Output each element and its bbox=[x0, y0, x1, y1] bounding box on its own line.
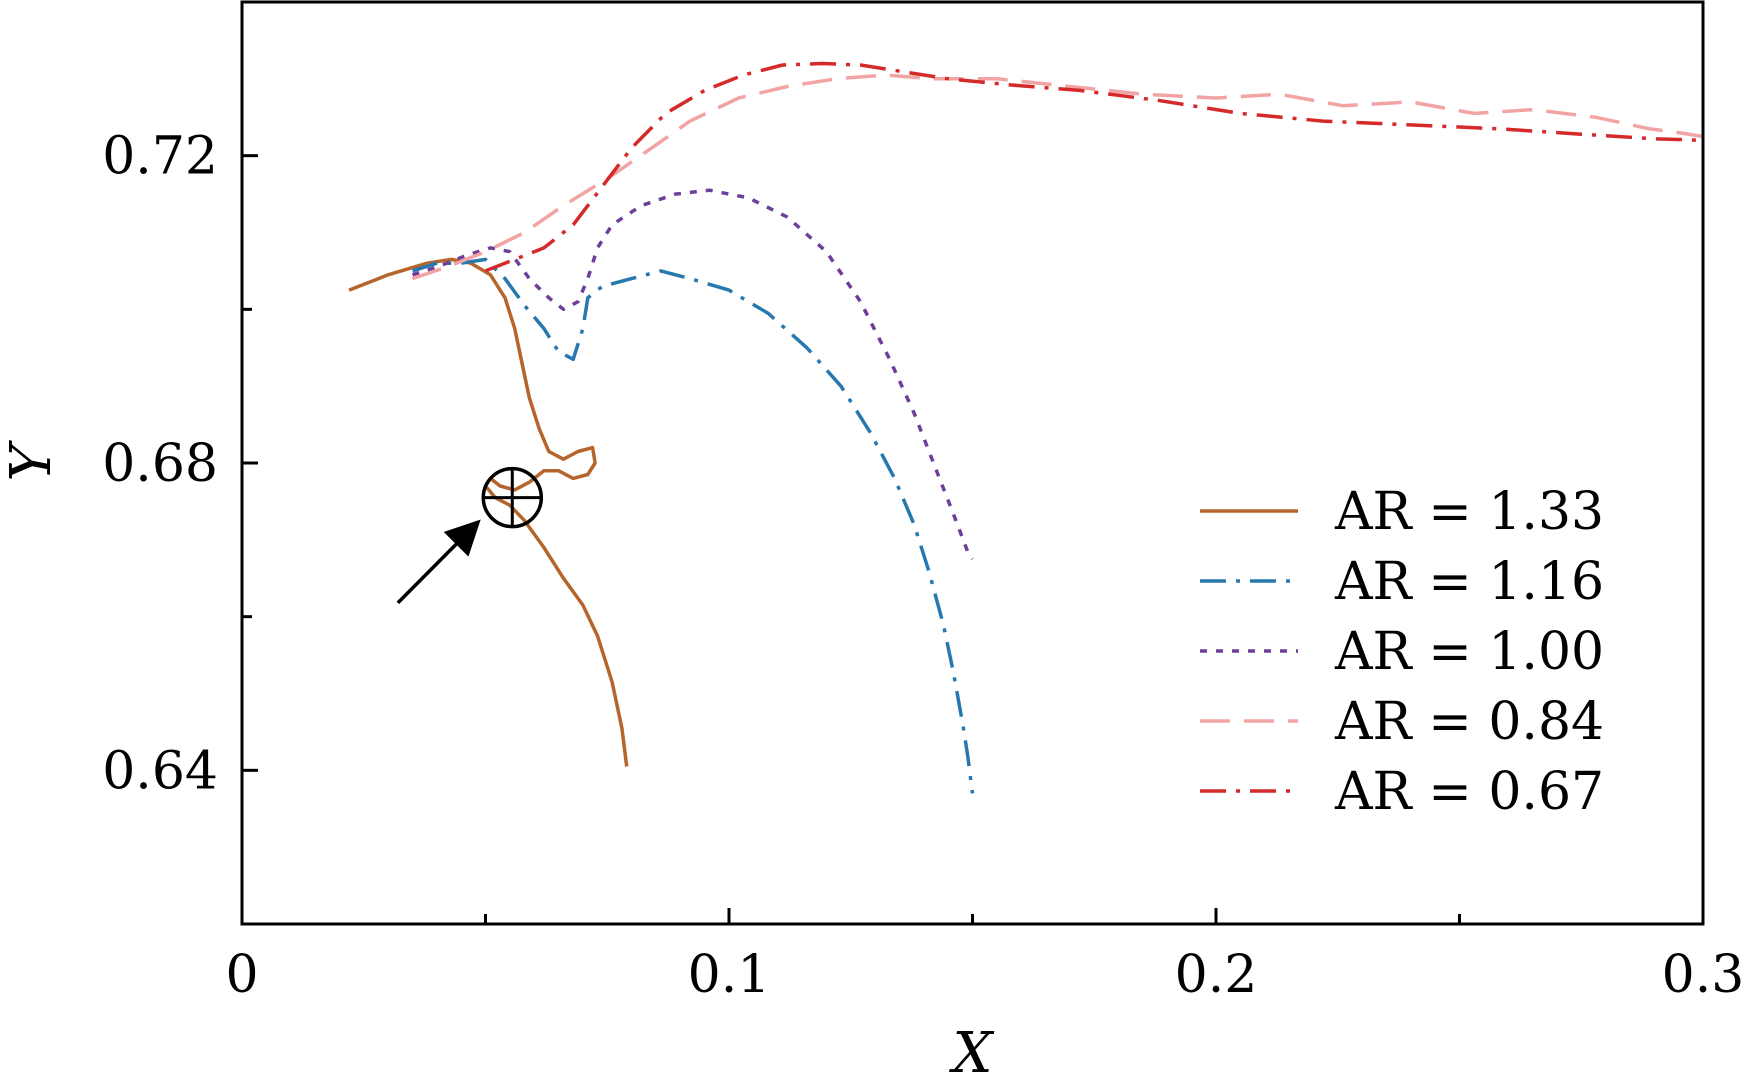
y-tick-label: 0.72 bbox=[102, 127, 218, 187]
y-tick-label: 0.64 bbox=[102, 741, 218, 801]
series-line-2 bbox=[411, 257, 975, 794]
series-line-3 bbox=[411, 188, 974, 560]
legend-label-2: AR = 1.16 bbox=[1334, 552, 1604, 612]
y-axis-label: Y bbox=[0, 439, 64, 481]
series-line-1 bbox=[348, 257, 629, 767]
annotation-layer bbox=[396, 466, 544, 605]
annotation-arrow bbox=[396, 519, 481, 605]
x-axis-label: X bbox=[949, 1021, 995, 1086]
series-layer bbox=[348, 61, 1704, 794]
ticks-layer: 0 0.1 0.2 0.3 0.64 0.68 0.72 bbox=[102, 127, 1744, 1005]
x-tick-label: 0.3 bbox=[1662, 945, 1745, 1005]
y-tick-label: 0.68 bbox=[102, 434, 218, 494]
legend-label-3: AR = 1.00 bbox=[1334, 622, 1604, 682]
series-line-5 bbox=[484, 61, 1704, 273]
x-tick-label: 0.2 bbox=[1175, 945, 1258, 1005]
x-tick-label: 0 bbox=[225, 945, 258, 1005]
legend-label-5: AR = 0.67 bbox=[1334, 762, 1604, 822]
legend: AR = 1.33 AR = 1.16 AR = 1.00 AR = 0.84 AR =… bbox=[1200, 482, 1604, 822]
legend-label-4: AR = 0.84 bbox=[1334, 692, 1604, 752]
series-line-4 bbox=[411, 73, 1704, 281]
x-tick-label: 0.1 bbox=[688, 945, 771, 1005]
legend-label-1: AR = 1.33 bbox=[1334, 482, 1604, 542]
